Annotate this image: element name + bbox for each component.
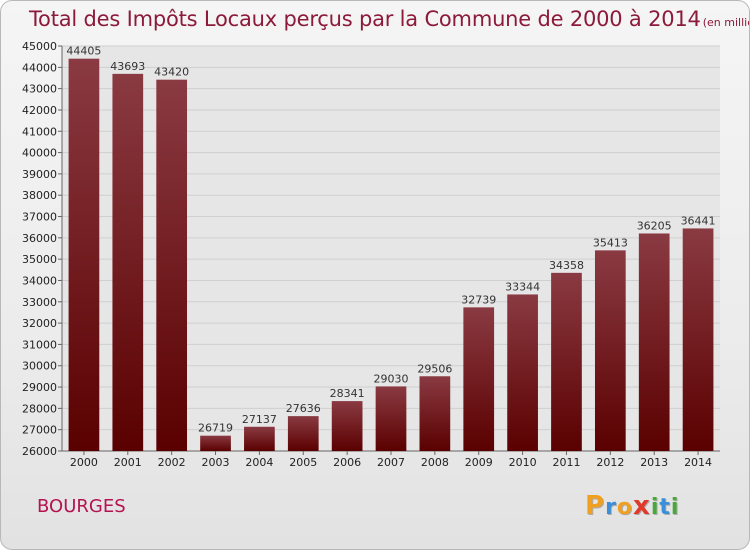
y-tick-label: 43000	[22, 83, 57, 96]
y-tick-label: 33000	[22, 296, 57, 309]
x-tick-label: 2011	[552, 456, 580, 469]
x-tick-label: 2007	[377, 456, 405, 469]
bar	[112, 73, 144, 451]
y-tick-label: 32000	[22, 317, 57, 330]
x-tick-label: 2014	[684, 456, 712, 469]
x-tick-label: 2008	[421, 456, 449, 469]
logo-letter: P	[585, 491, 606, 521]
y-tick-label: 40000	[22, 147, 57, 160]
y-tick-label: 28000	[22, 402, 57, 415]
x-tick-label: 2006	[333, 456, 361, 469]
data-label: 28341	[330, 387, 365, 400]
y-tick-label: 39000	[22, 168, 57, 181]
logo-letter: o	[616, 495, 634, 520]
x-tick-label: 2000	[70, 456, 98, 469]
data-label: 27636	[286, 402, 321, 415]
data-label: 44405	[66, 45, 101, 58]
data-label: 36441	[681, 214, 716, 227]
data-label: 43420	[154, 66, 189, 79]
commune-name: BOURGES	[37, 496, 126, 517]
data-label: 43693	[110, 60, 145, 73]
logo-letter: x	[633, 491, 651, 521]
data-label: 33344	[505, 280, 540, 293]
logo-letter: i	[650, 495, 660, 520]
y-tick-label: 30000	[22, 360, 57, 373]
y-tick-label: 26000	[22, 445, 57, 458]
logo-letter: t	[659, 495, 671, 520]
bar	[331, 401, 363, 451]
data-label: 35413	[593, 236, 628, 249]
bar	[682, 228, 714, 451]
bar	[244, 426, 275, 451]
bar	[463, 307, 495, 451]
x-tick-label: 2013	[640, 456, 668, 469]
x-tick-label: 2010	[509, 456, 537, 469]
y-tick-label: 38000	[22, 189, 57, 202]
bar	[287, 416, 319, 451]
logo-letter: i	[670, 495, 680, 520]
y-tick-label: 35000	[22, 253, 57, 266]
y-tick-label: 37000	[22, 211, 57, 224]
chart-unit-note: (en milliers d'€)	[702, 16, 749, 29]
x-tick-label: 2004	[245, 456, 273, 469]
bar	[200, 435, 231, 451]
data-label: 29030	[374, 372, 409, 385]
chart-title: Total des Impôts Locaux perçus par la Co…	[29, 7, 701, 31]
y-tick-label: 27000	[22, 424, 57, 437]
title-line: Total des Impôts Locaux perçus par la Co…	[29, 7, 749, 31]
data-label: 36205	[637, 219, 672, 232]
data-label: 34358	[549, 259, 584, 272]
y-tick-label: 29000	[22, 381, 57, 394]
data-label: 29506	[417, 362, 452, 375]
bar	[68, 58, 100, 452]
proxiti-logo: Proxiti	[585, 491, 679, 521]
y-tick-label: 45000	[22, 40, 57, 53]
data-label: 27137	[242, 413, 277, 426]
y-tick-label: 42000	[22, 104, 57, 117]
x-tick-label: 2009	[465, 456, 493, 469]
bar	[594, 250, 626, 451]
bar	[419, 376, 451, 451]
bar	[156, 79, 188, 451]
bar	[638, 233, 670, 451]
data-label: 26719	[198, 422, 233, 435]
x-tick-label: 2012	[596, 456, 624, 469]
bar	[375, 386, 407, 451]
y-tick-label: 44000	[22, 61, 57, 74]
y-tick-label: 36000	[22, 232, 57, 245]
y-tick-label: 41000	[22, 125, 57, 138]
x-tick-label: 2003	[202, 456, 230, 469]
bar	[507, 294, 538, 451]
y-tick-label: 31000	[22, 338, 57, 351]
logo-letter: r	[605, 495, 617, 520]
x-tick-label: 2002	[158, 456, 186, 469]
y-tick-label: 34000	[22, 274, 57, 287]
data-label: 32739	[461, 293, 496, 306]
x-tick-label: 2005	[289, 456, 317, 469]
x-tick-label: 2001	[114, 456, 142, 469]
bar	[551, 272, 582, 451]
